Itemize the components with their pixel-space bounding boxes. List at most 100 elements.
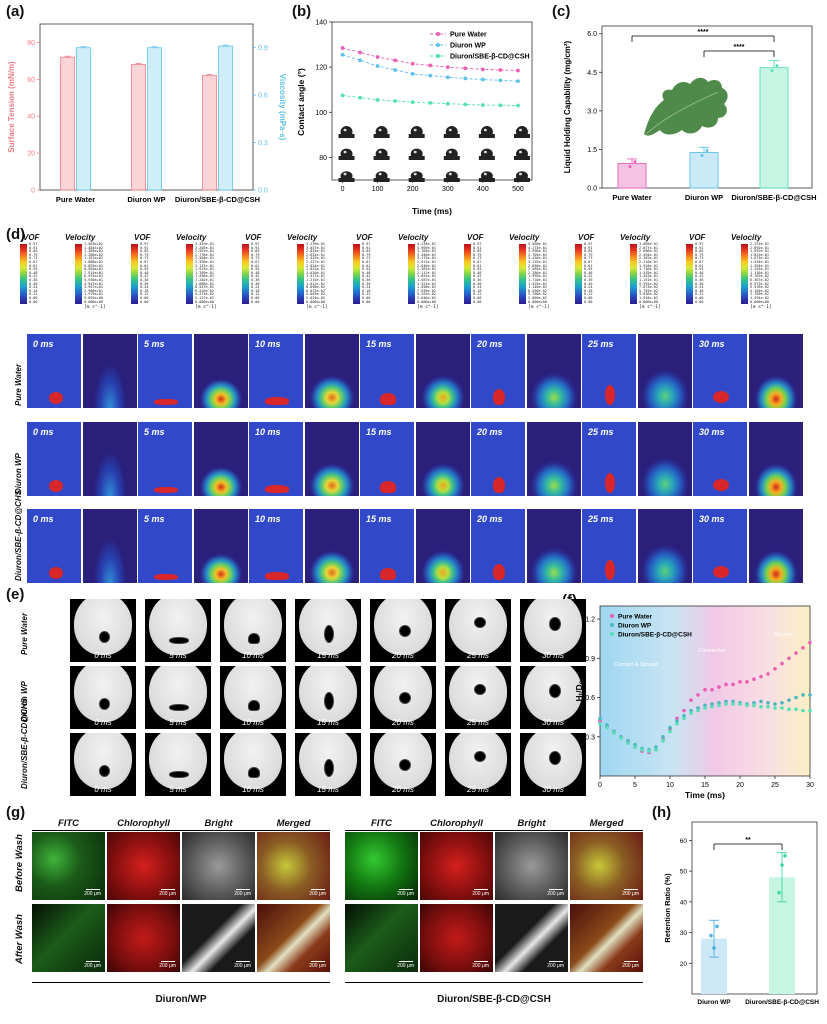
velocity-tick: 0.000e+00	[306, 299, 325, 304]
droplet	[375, 171, 388, 181]
vof-tick: 0.67	[140, 259, 149, 264]
vof-colorbar	[20, 244, 27, 304]
data-point	[689, 698, 693, 702]
y-axis-label: Contact angle (°)	[296, 68, 306, 136]
vof-cell: 25 ms	[582, 334, 636, 408]
data-point	[689, 708, 693, 713]
velocity-tick: 9.893e+01	[84, 263, 103, 268]
velocity-tick: 2.350e-01	[195, 259, 214, 264]
droplet	[375, 126, 388, 138]
bar-viscosity	[147, 47, 162, 191]
scale-line	[548, 960, 563, 962]
micrograph: 200 μm	[257, 832, 330, 900]
micrograph: 200 μm	[420, 904, 493, 972]
data-point	[724, 702, 728, 706]
vof-tick: 0.85	[29, 249, 38, 254]
scale-bar: 200 μm	[547, 888, 564, 897]
vof-tick-labels: 0.97 0.91 0.85 0.79 0.73 0.67 0.61 0.55 0.48 0.42…	[584, 242, 593, 304]
data-point	[777, 890, 781, 895]
droplet-image	[478, 171, 495, 182]
velocity-tick: 2.381e-01	[417, 267, 436, 272]
droplet-image	[338, 171, 355, 182]
velocity-tick: 3.836e-02	[639, 292, 658, 297]
micrograph: 200 μm	[345, 904, 418, 972]
data-point	[773, 702, 777, 706]
scale-line	[623, 888, 638, 890]
vof-tick: 0.79	[29, 252, 38, 257]
velocity-tick: 1.979e+01	[84, 292, 103, 297]
vof-tick: 0.24	[251, 285, 260, 290]
scale-line	[548, 888, 563, 890]
velocity-tick: 1.484e+02	[84, 245, 103, 250]
velocity-colorbar	[741, 244, 748, 304]
vof-tick: 0.79	[584, 252, 593, 257]
vof-tick: 0.85	[362, 249, 371, 254]
data-point	[358, 50, 362, 55]
velocity-title: Velocity	[731, 233, 762, 242]
velocity-tick: 1.068e-01	[195, 281, 214, 286]
x-tick-label: 100	[372, 186, 384, 193]
droplet-photo: 30 ms	[520, 666, 586, 729]
legend-marker	[610, 623, 614, 627]
velocity-cell	[194, 509, 248, 583]
droplet	[713, 479, 729, 491]
vof-tick: 0.73	[140, 256, 149, 261]
scale-line	[85, 888, 100, 890]
droplet	[474, 684, 486, 695]
scale-label: 200 μm	[234, 963, 251, 969]
droplet	[169, 704, 189, 711]
scale-line	[85, 960, 100, 962]
velocity-tick: 0.000e+00	[528, 299, 547, 304]
vof-tick: 0.24	[584, 285, 593, 290]
x-tick-label: Diuron/SBE-β-CD@CSH	[731, 193, 816, 202]
data-point	[498, 68, 503, 72]
vof-tick: 0.42	[29, 274, 38, 279]
velocity-cell	[416, 334, 470, 408]
backlight	[224, 666, 282, 722]
y-tick-label-left: 80	[27, 40, 35, 47]
velocity-tick: 5.700e-02	[528, 292, 547, 297]
droplet	[410, 171, 423, 181]
droplet-image	[443, 126, 460, 138]
vof-tick: 0.73	[695, 256, 704, 261]
velocity-tick: 3.239e-01	[306, 242, 325, 246]
droplet	[480, 171, 493, 181]
velocity-unit: [m s^-1]	[84, 305, 106, 310]
velocity-cell	[305, 334, 359, 408]
header-rule	[345, 830, 643, 831]
velocity-tick: 2.877e-01	[639, 245, 658, 250]
vof-tick: 0.24	[695, 285, 704, 290]
droplet	[340, 148, 353, 160]
velocity-tick: 2.024e-02	[306, 295, 325, 300]
x-axis-label: Time (ms)	[685, 790, 725, 800]
velocity-tick: 1.394e-01	[750, 263, 769, 268]
droplet	[515, 171, 528, 181]
droplet-photo: 30 ms	[520, 599, 586, 662]
data-point	[675, 719, 679, 723]
scale-bar: 200 μm	[234, 888, 251, 897]
velocity-tick: 2.092e-01	[750, 245, 769, 250]
time-label: 5 ms	[144, 514, 165, 524]
vof-tick: 0.18	[29, 288, 38, 293]
scale-line	[160, 888, 175, 890]
velocity-tick: 0.000e+00	[417, 299, 436, 304]
plot-frame	[691, 821, 818, 995]
row-label: Diuron WP	[14, 453, 23, 494]
vof-tick: 0.06	[584, 295, 593, 300]
velocity-unit: [m s^-1]	[528, 305, 550, 310]
scale-bar: 200 μm	[234, 960, 251, 969]
photo-time: 25 ms	[467, 785, 489, 794]
data-point	[775, 64, 779, 68]
x-tick-label: 15	[701, 782, 709, 789]
velocity-tick: 3.705e-01	[417, 249, 436, 254]
droplet	[399, 625, 411, 637]
velocity-tick: 1.385e+02	[84, 249, 103, 254]
vof-tick: 0.06	[473, 295, 482, 300]
vof-tick: 0.55	[29, 267, 38, 272]
photo-time: 20 ms	[392, 651, 414, 660]
row-label: Diuron/SBE-β-CD@CHS	[20, 698, 29, 789]
velocity-tick: 6.410e-02	[195, 288, 214, 293]
scale-line	[160, 960, 175, 962]
time-label: 25 ms	[588, 339, 614, 349]
y-axis-label: Liquid Holding Capability (mg/cm²)	[563, 40, 572, 173]
